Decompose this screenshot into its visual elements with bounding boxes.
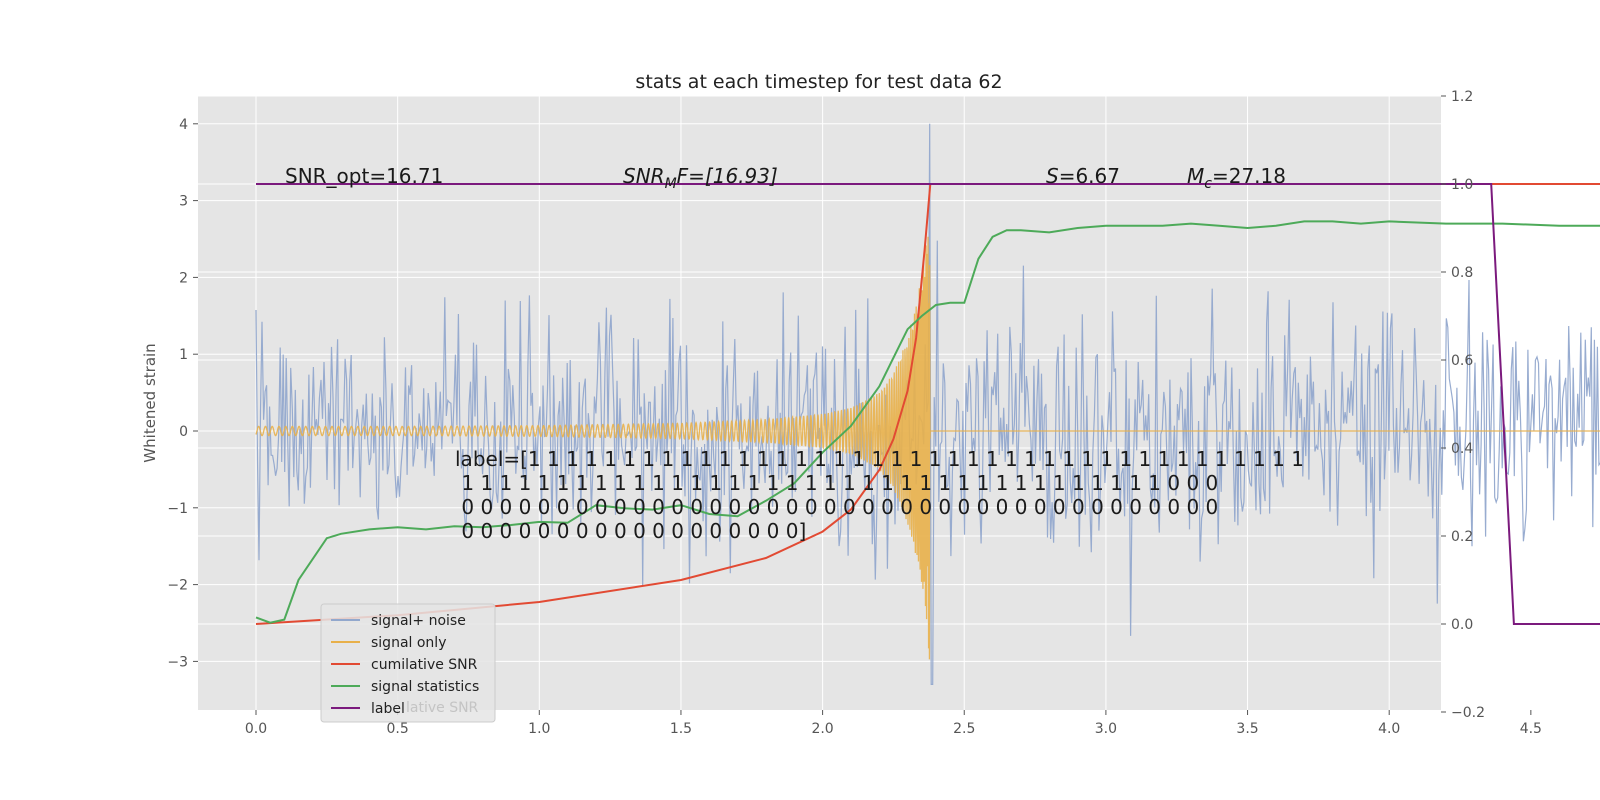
y2-tick-label: 0.8 <box>1451 265 1473 281</box>
y2-tick-label: 0.0 <box>1451 617 1473 633</box>
legend-label: cumilative SNR <box>371 657 478 673</box>
y2-tick-label: −0.2 <box>1451 705 1485 721</box>
label-array-line-1: label=[1 1 1 1 1 1 1 1 1 1 1 1 1 1 1 1 1… <box>455 447 1304 471</box>
annotations: SNR_opt=16.71 SNRMF=[16.93] S=6.67 Mc=27… <box>285 164 1304 543</box>
y-tick-label: −1 <box>167 501 188 517</box>
tick-labels: 0.00.51.01.52.02.53.03.54.04.55.05.56.06… <box>167 89 1542 737</box>
snr-mf-annotation: SNRMF=[16.93] <box>623 164 778 192</box>
legend-label: signal only <box>371 635 446 651</box>
legend-label: label <box>371 701 405 717</box>
y-tick-label: 0 <box>179 424 188 440</box>
x-tick-label: 1.5 <box>670 721 692 737</box>
line-series <box>255 183 1600 625</box>
s-annotation: S=6.67 <box>1046 164 1120 188</box>
y-tick-label: 2 <box>179 270 188 286</box>
legend-ghost-text: lative SNR <box>406 700 479 716</box>
label-line <box>256 183 1600 625</box>
y2-tick-label: 0.6 <box>1451 353 1473 369</box>
legend-label: signal statistics <box>371 679 479 695</box>
signal-plus-noise-line <box>255 123 1600 685</box>
snr-mf-text: SNR <box>623 164 665 188</box>
snr-mf-subscript: M <box>665 176 677 192</box>
legend: lative SNR signal+ noise signal only cumil… <box>320 603 496 723</box>
x-tick-label: 2.0 <box>811 721 833 737</box>
y2-tick-label: 1.0 <box>1451 177 1473 193</box>
snr-mf-rest: F=[16.93] <box>677 164 778 188</box>
chart-title: stats at each timestep for test data 62 <box>635 71 1002 93</box>
snr-opt-annotation: SNR_opt=16.71 <box>285 164 443 188</box>
signal-only-series <box>255 236 1600 660</box>
s-value: =6.67 <box>1059 164 1120 188</box>
y-axis-label: Whitened strain <box>141 343 159 462</box>
y2-tick-label: 0.4 <box>1451 441 1473 457</box>
label-array-line-3: 0 0 0 0 0 0 0 0 0 0 0 0 0 0 0 0 0 0 0 0 … <box>455 495 1218 519</box>
x-tick-label: 0.5 <box>387 721 409 737</box>
x-tick-label: 3.5 <box>1236 721 1258 737</box>
x-tick-label: 4.5 <box>1520 721 1542 737</box>
signal-only-line <box>255 236 1600 660</box>
signal-statistics-line <box>255 220 1600 624</box>
legend-box <box>320 603 496 723</box>
mc-subscript: c <box>1204 176 1212 192</box>
signal-plus-noise-series <box>255 123 1600 685</box>
mc-value: =27.18 <box>1212 164 1286 188</box>
legend-label: signal+ noise <box>371 613 466 629</box>
y-tick-label: 1 <box>179 347 188 363</box>
y-tick-label: 3 <box>179 194 188 210</box>
y2-tick-label: 1.2 <box>1451 89 1473 105</box>
y2-tick-label: 0.2 <box>1451 529 1473 545</box>
y-tick-label: 4 <box>179 117 188 133</box>
x-tick-label: 0.0 <box>245 721 267 737</box>
label-array-line-2: 1 1 1 1 1 1 1 1 1 1 1 1 1 1 1 1 1 1 1 1 … <box>455 471 1218 495</box>
x-tick-label: 3.0 <box>1095 721 1117 737</box>
y-tick-label: −2 <box>167 578 188 594</box>
s-variable: S <box>1046 164 1059 188</box>
legend-items: signal+ noise signal only cumilative SNR si… <box>331 613 479 717</box>
label-array-line-4: 0 0 0 0 0 0 0 0 0 0 0 0 0 0 0 0 0 0] <box>455 519 806 543</box>
mc-annotation: Mc=27.18 <box>1187 164 1286 192</box>
x-tick-label: 4.0 <box>1378 721 1400 737</box>
y-tick-label: −3 <box>167 654 188 670</box>
x-tick-label: 2.5 <box>953 721 975 737</box>
cumilative-snr-line <box>255 183 1600 625</box>
x-tick-label: 1.0 <box>528 721 550 737</box>
mc-variable: M <box>1187 164 1204 188</box>
